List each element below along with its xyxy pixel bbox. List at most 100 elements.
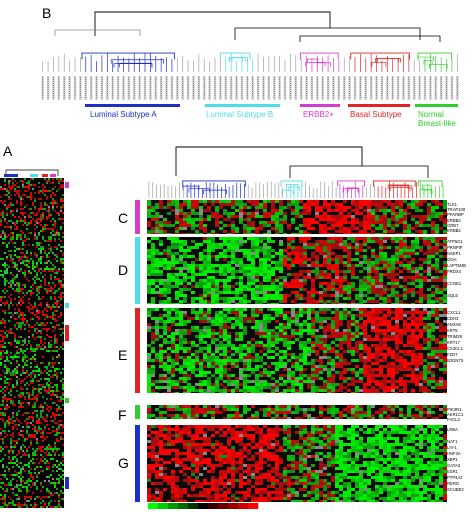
heatmap-cell xyxy=(52,218,54,220)
heatmap-cell xyxy=(431,264,435,267)
heatmap-cell xyxy=(12,396,14,398)
heatmap-cell xyxy=(443,209,447,212)
heatmap-cell xyxy=(30,486,32,488)
heatmap-cell xyxy=(48,282,50,284)
heatmap-cell xyxy=(315,212,319,215)
heatmap-cell xyxy=(62,404,64,406)
heatmap-cell xyxy=(351,246,355,249)
heatmap-cell xyxy=(347,255,351,258)
heatmap-cell xyxy=(207,227,211,230)
heatmap-cell xyxy=(211,267,215,270)
heatmap-cell xyxy=(22,314,24,316)
heatmap-cell xyxy=(263,270,267,273)
heatmap-cell xyxy=(52,384,54,386)
heatmap-cell xyxy=(215,243,219,246)
heatmap-cell xyxy=(52,206,54,208)
heatmap-cell xyxy=(48,418,50,420)
heatmap-cell xyxy=(291,246,295,249)
heatmap-cell xyxy=(311,215,315,218)
heatmap-cell xyxy=(231,255,235,258)
heatmap-cell xyxy=(0,432,2,434)
heatmap-cell xyxy=(375,200,379,203)
heatmap-cell xyxy=(48,452,50,454)
heatmap-cell xyxy=(56,466,58,468)
heatmap-cell xyxy=(12,232,14,234)
heatmap-cell xyxy=(235,233,239,234)
heatmap-cell xyxy=(315,243,319,246)
heatmap-cell xyxy=(60,284,62,286)
heatmap-cell xyxy=(28,472,30,474)
heatmap-cell xyxy=(16,384,18,386)
heatmap-cell xyxy=(407,227,411,230)
heatmap-cell xyxy=(50,382,52,384)
heatmap-cell xyxy=(20,480,22,482)
heatmap-cell xyxy=(56,488,58,490)
heatmap-cell xyxy=(159,243,163,246)
heatmap-cell xyxy=(427,249,431,252)
heatmap-cell xyxy=(275,237,279,240)
heatmap-cell xyxy=(2,344,4,346)
heatmap-cell xyxy=(10,502,12,504)
heatmap-cell xyxy=(4,238,6,240)
heatmap-cell xyxy=(0,400,2,402)
heatmap-cell xyxy=(10,178,12,180)
heatmap-cell xyxy=(60,328,62,330)
heatmap-cell xyxy=(6,388,8,390)
heatmap-cell xyxy=(10,366,12,368)
heatmap-cell xyxy=(243,243,247,246)
heatmap-cell xyxy=(355,203,359,206)
heatmap-cell xyxy=(431,261,435,264)
heatmap-cell xyxy=(359,227,363,230)
tree-subcluster xyxy=(429,64,448,69)
heatmap-cell xyxy=(20,340,22,342)
heatmap-cell xyxy=(14,400,16,402)
heatmap-cell xyxy=(427,203,431,206)
heatmap-cell xyxy=(20,478,22,480)
heatmap-cell xyxy=(44,428,46,430)
heatmap-cell xyxy=(24,264,26,266)
heatmap-cell xyxy=(42,296,44,298)
heatmap-cell xyxy=(275,252,279,255)
heatmap-cell xyxy=(22,208,24,210)
heatmap-cell xyxy=(48,180,50,182)
heatmap-cell xyxy=(195,206,199,209)
heatmap-cell xyxy=(391,240,395,243)
heatmap-cell xyxy=(215,224,219,227)
heatmap-cell xyxy=(287,212,291,215)
heatmap-cell xyxy=(30,334,32,336)
heatmap-cell xyxy=(34,450,36,452)
heatmap-cell xyxy=(32,300,34,302)
heatmap-cell xyxy=(38,392,40,394)
heatmap-cell xyxy=(16,284,18,286)
heatmap-cell xyxy=(8,184,10,186)
heatmap-cell xyxy=(50,474,52,476)
heatmap-cell xyxy=(60,404,62,406)
heatmap-cell xyxy=(215,249,219,252)
heatmap-cell xyxy=(28,190,30,192)
heatmap-cell xyxy=(411,206,415,209)
heatmap-cell xyxy=(50,482,52,484)
heatmap-cell xyxy=(343,230,347,233)
heatmap-cell xyxy=(38,186,40,188)
heatmap-cell xyxy=(319,246,323,249)
heatmap-cell xyxy=(219,240,223,243)
heatmap-cell xyxy=(16,220,18,222)
heatmap-cell xyxy=(30,474,32,476)
heatmap-cell xyxy=(32,450,34,452)
heatmap-cell xyxy=(431,252,435,255)
heatmap-cell xyxy=(275,230,279,233)
heatmap-cell xyxy=(56,440,58,442)
heatmap-cell xyxy=(2,474,4,476)
heatmap-cell xyxy=(20,506,22,508)
heatmap-cell xyxy=(40,484,42,486)
heatmap-cell xyxy=(38,364,40,366)
heatmap-cell xyxy=(62,464,64,466)
heatmap-cell xyxy=(50,248,52,250)
heatmap-cell xyxy=(54,326,56,328)
heatmap-cell xyxy=(8,424,10,426)
tree-cluster-bracket xyxy=(337,180,365,187)
heatmap-cell xyxy=(439,206,443,209)
heatmap-cell xyxy=(36,336,38,338)
heatmap-cell xyxy=(22,406,24,408)
heatmap-cell xyxy=(26,400,28,402)
